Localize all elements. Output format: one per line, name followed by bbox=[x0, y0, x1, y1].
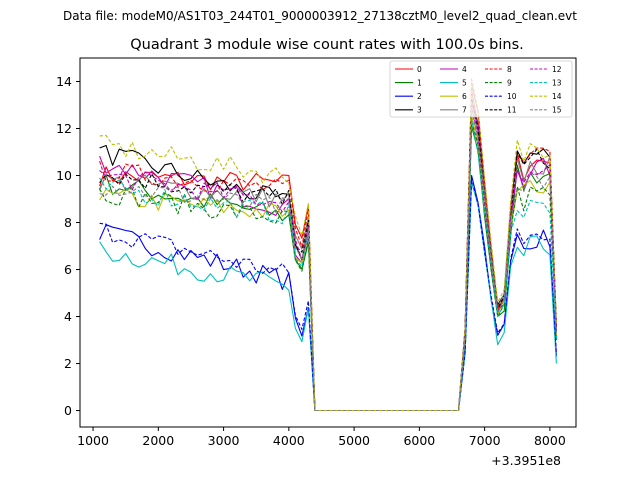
legend-label-8: 8 bbox=[507, 65, 512, 74]
legend-label-2: 2 bbox=[417, 92, 422, 101]
x-tick-label: 6000 bbox=[403, 433, 435, 448]
series-line-7 bbox=[99, 102, 557, 412]
series-line-9 bbox=[99, 120, 557, 412]
legend-box bbox=[389, 60, 573, 118]
series-line-14 bbox=[99, 80, 557, 412]
x-tick-label: 3000 bbox=[208, 433, 240, 448]
legend-label-3: 3 bbox=[417, 106, 422, 115]
legend-label-10: 10 bbox=[507, 92, 517, 101]
y-tick-label: 0 bbox=[64, 403, 72, 418]
series-line-1 bbox=[99, 125, 557, 412]
legend-label-0: 0 bbox=[417, 65, 422, 74]
legend-label-7: 7 bbox=[462, 106, 467, 115]
series-line-15 bbox=[99, 109, 557, 412]
x-tick-label: 5000 bbox=[338, 433, 370, 448]
series-line-13 bbox=[99, 118, 557, 412]
y-tick-label: 8 bbox=[64, 215, 72, 230]
axis-ticks: 1000 2000 3000 4000 5000 6000 7000 8000 0 2 4 6 8 10 1… bbox=[56, 74, 566, 448]
legend-label-4: 4 bbox=[462, 65, 467, 74]
series-line-0 bbox=[99, 90, 557, 412]
legend-label-11: 11 bbox=[507, 106, 517, 115]
y-tick-label: 6 bbox=[64, 262, 72, 277]
series-line-10 bbox=[99, 177, 557, 412]
y-tick-label: 14 bbox=[56, 74, 72, 89]
x-offset-label: +3.3951e8 bbox=[491, 453, 561, 468]
legend-label-1: 1 bbox=[417, 78, 422, 87]
y-tick-label: 12 bbox=[56, 121, 72, 136]
series-line-5 bbox=[99, 182, 557, 412]
series-line-11 bbox=[99, 97, 557, 412]
plot-area bbox=[99, 78, 557, 412]
legend-label-6: 6 bbox=[462, 92, 467, 101]
legend-label-14: 14 bbox=[552, 92, 562, 101]
x-tick-label: 7000 bbox=[469, 433, 501, 448]
x-tick-label: 8000 bbox=[534, 433, 566, 448]
x-tick-label: 4000 bbox=[273, 433, 305, 448]
series-line-6 bbox=[99, 113, 557, 412]
legend-label-12: 12 bbox=[552, 65, 562, 74]
series-line-4 bbox=[99, 99, 557, 412]
axes-frame bbox=[79, 57, 577, 428]
chart-title: Quadrant 3 module wise count rates with … bbox=[130, 37, 524, 53]
series-line-12 bbox=[99, 104, 557, 412]
legend-label-9: 9 bbox=[507, 78, 512, 87]
chart-suptitle: Data file: modeM0/AS1T03_244T01_90000039… bbox=[63, 9, 577, 23]
legend-label-5: 5 bbox=[462, 78, 467, 87]
legend-label-15: 15 bbox=[552, 106, 562, 115]
x-tick-label: 1000 bbox=[77, 433, 109, 448]
x-tick-label: 2000 bbox=[142, 433, 174, 448]
y-tick-label: 10 bbox=[56, 168, 72, 183]
legend-label-13: 13 bbox=[552, 78, 562, 87]
y-tick-label: 2 bbox=[64, 356, 72, 371]
y-tick-label: 4 bbox=[64, 309, 72, 324]
